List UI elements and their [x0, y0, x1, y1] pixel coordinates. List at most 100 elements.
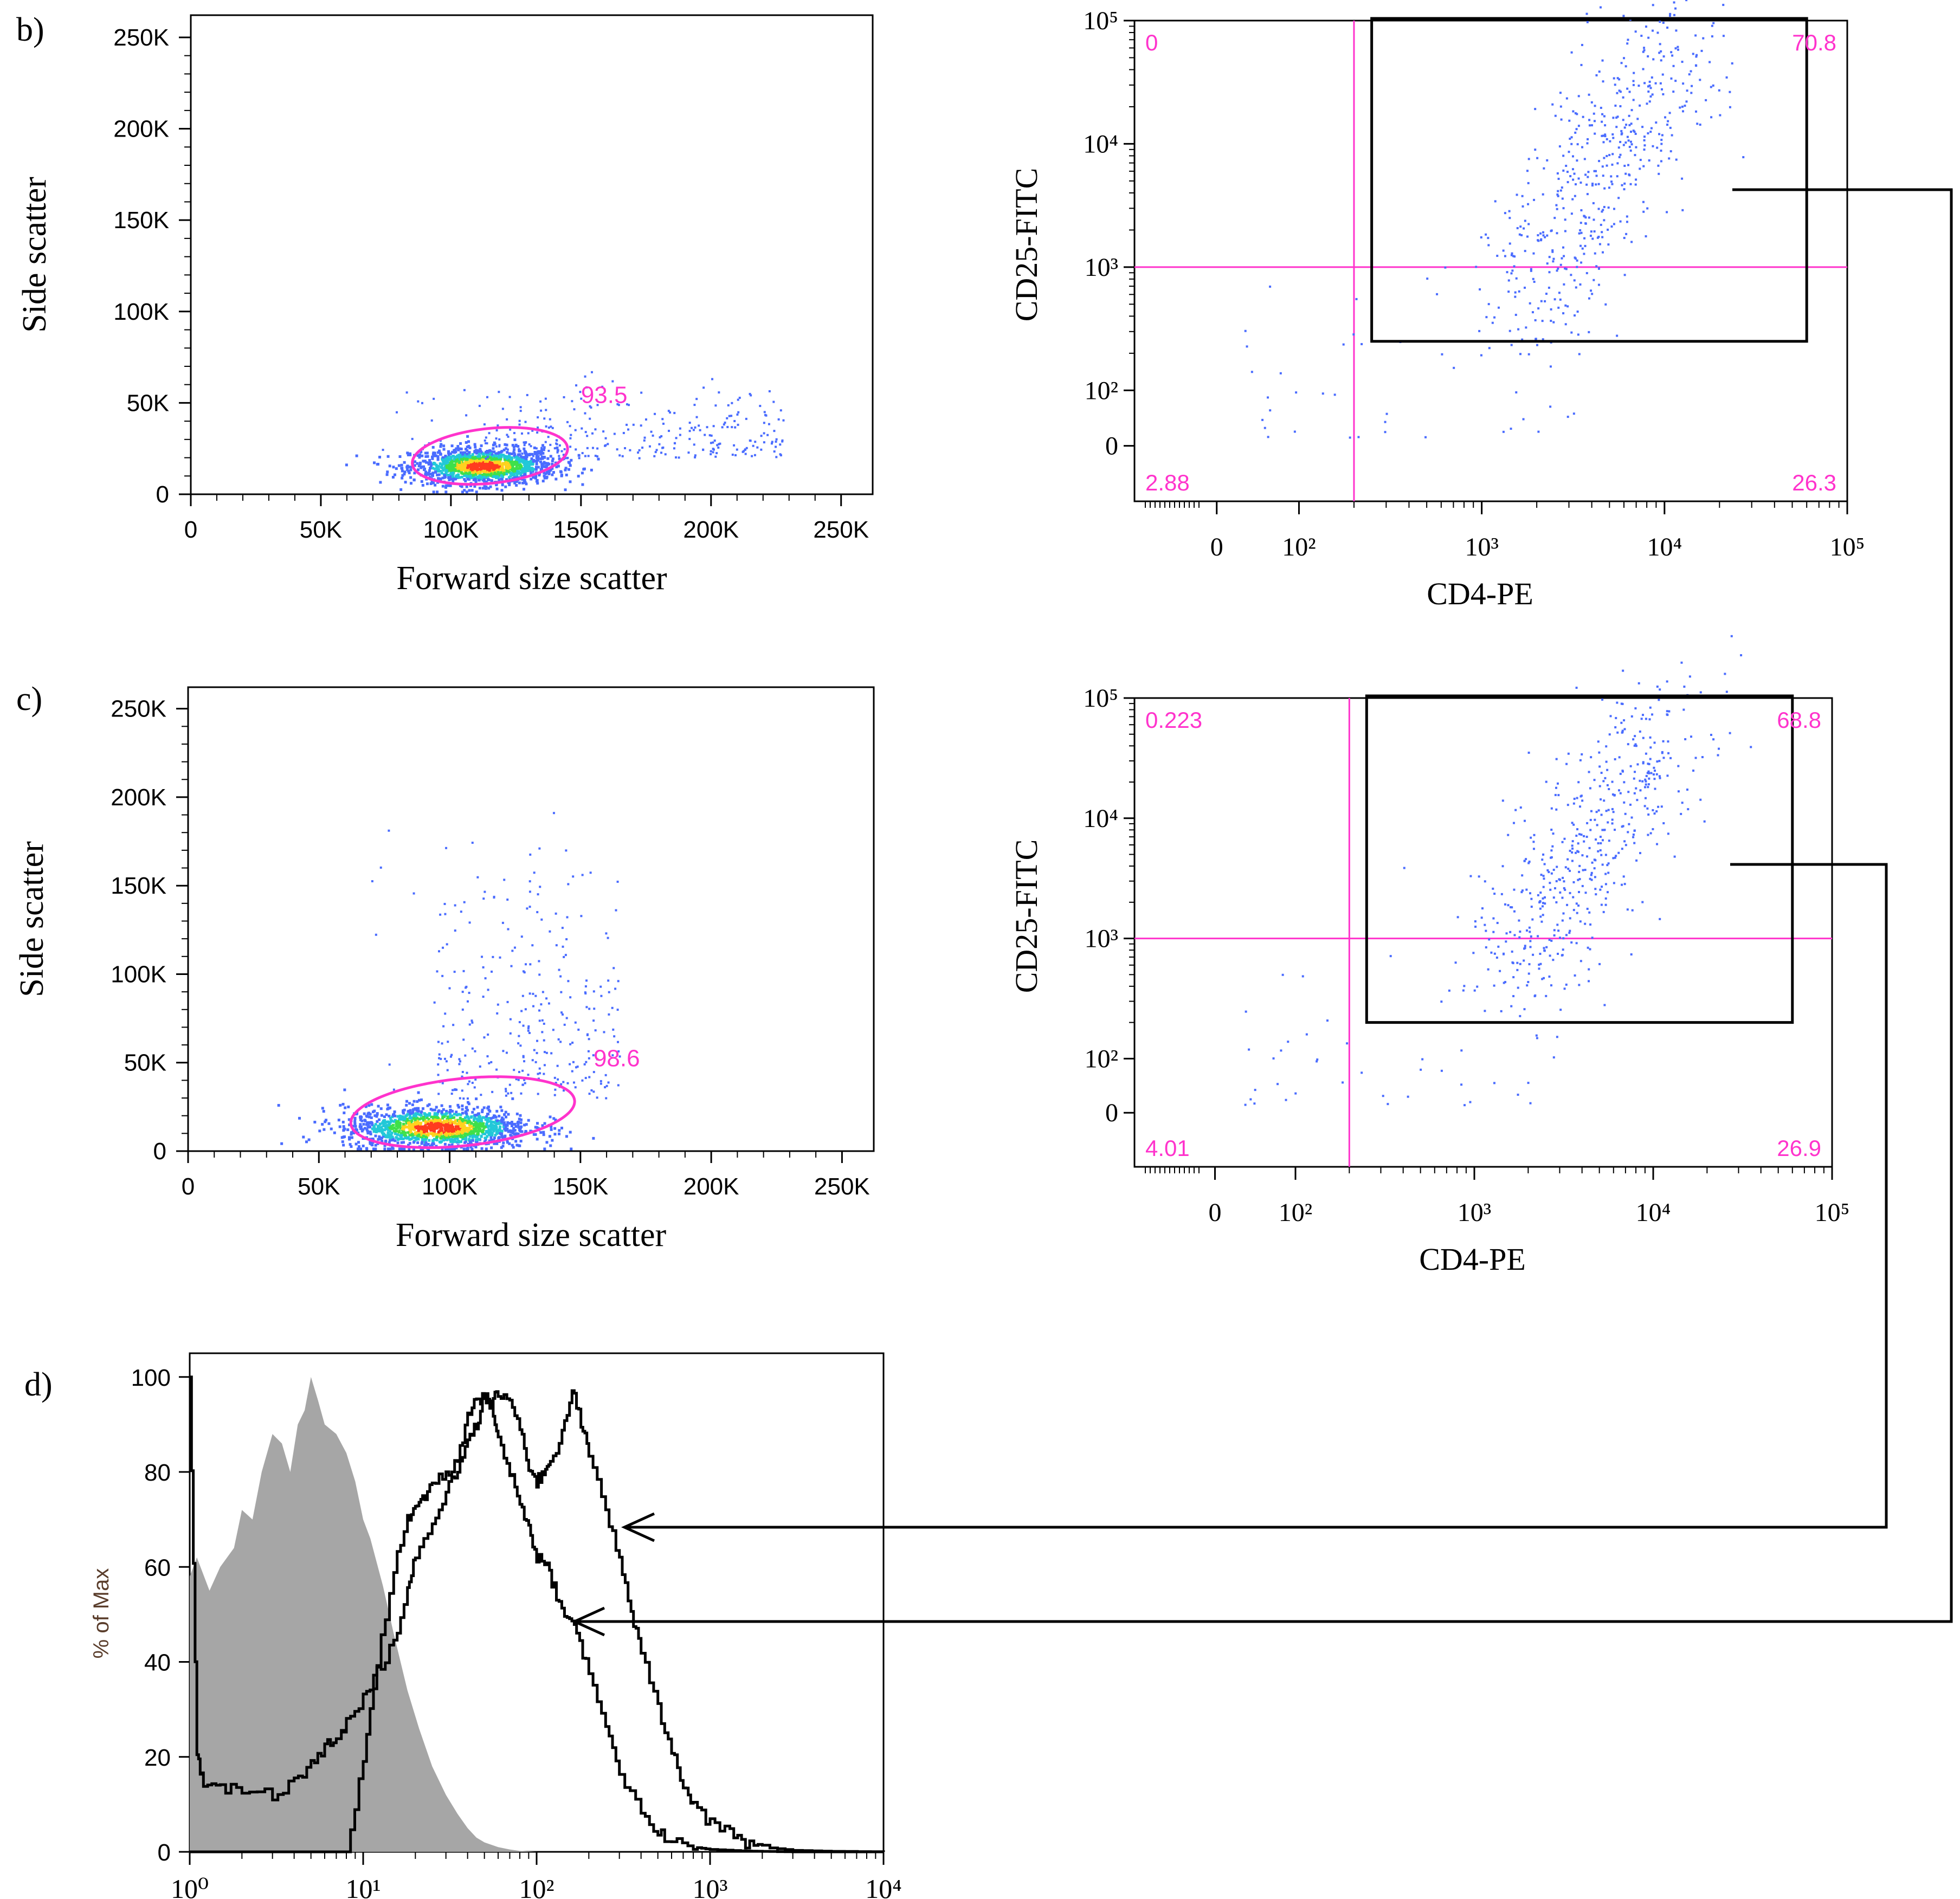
event-dot [775, 456, 778, 458]
event-dot [1662, 757, 1665, 759]
event-dot [420, 1127, 423, 1130]
event-dot [385, 1113, 388, 1116]
event-dot [484, 1136, 487, 1140]
event-dot [513, 946, 516, 949]
event-dot [456, 1128, 459, 1131]
event-dot [486, 1107, 489, 1110]
event-dot [469, 1128, 473, 1132]
event-dot [577, 1028, 580, 1031]
event-dot [365, 1123, 368, 1126]
event-dot [457, 1132, 461, 1135]
event-dot [480, 459, 483, 462]
event-dot [475, 1097, 478, 1101]
event-dot [426, 1104, 429, 1107]
event-dot [427, 473, 430, 476]
event-dot [370, 1122, 373, 1125]
event-dot [1632, 834, 1635, 836]
event-dot [1659, 43, 1661, 46]
event-dot [497, 467, 500, 470]
event-dot [478, 1115, 481, 1118]
event-dot [1618, 756, 1621, 759]
event-dot [1600, 106, 1602, 109]
event-dot [406, 464, 409, 468]
event-dot [469, 1141, 472, 1145]
event-dot [474, 472, 477, 475]
event-dot [468, 1123, 471, 1126]
event-dot [515, 465, 518, 468]
event-dot [403, 470, 407, 474]
event-dot [447, 484, 450, 487]
event-dot [513, 469, 516, 473]
event-dot [555, 944, 558, 947]
event-dot [1535, 338, 1537, 340]
event-dot [1514, 295, 1517, 298]
event-dot [380, 1126, 383, 1129]
event-dot [1621, 184, 1623, 186]
event-dot [1542, 338, 1544, 341]
event-dot [520, 457, 523, 461]
event-dot [449, 1126, 452, 1129]
event-dot [532, 455, 534, 457]
event-dot [1583, 253, 1585, 255]
event-dot [1642, 737, 1645, 739]
event-dot [1545, 780, 1548, 783]
event-dot [749, 392, 751, 395]
event-dot [1660, 59, 1662, 62]
event-dot [1659, 688, 1661, 691]
event-dot [1647, 85, 1649, 88]
event-dot [1532, 848, 1535, 850]
event-dot [362, 1128, 365, 1131]
event-dot [431, 445, 435, 449]
event-dot [342, 1125, 345, 1128]
event-dot [1647, 90, 1650, 93]
event-dot [523, 479, 526, 482]
event-dot [1586, 822, 1589, 824]
event-dot [501, 1120, 504, 1123]
x-tick-label: 10² [1279, 1198, 1312, 1227]
event-dot [452, 469, 455, 472]
event-dot [539, 400, 542, 403]
event-dot [453, 457, 456, 461]
event-dot [599, 985, 602, 988]
event-dot [451, 475, 454, 479]
event-dot [468, 1139, 471, 1142]
event-dot [1246, 345, 1248, 348]
event-dot [1677, 790, 1680, 793]
event-dot [522, 1024, 525, 1027]
event-dot [425, 1129, 428, 1133]
event-dot [660, 451, 663, 454]
event-dot [1688, 73, 1691, 76]
event-dot [594, 428, 597, 431]
event-dot [1639, 167, 1641, 170]
event-dot [1514, 313, 1517, 316]
event-dot [1593, 779, 1596, 781]
event-dot [485, 471, 488, 475]
event-dot [452, 1089, 454, 1091]
event-dot [422, 1115, 425, 1119]
event-dot [368, 1115, 371, 1119]
event-dot [1543, 863, 1546, 865]
event-dot [439, 452, 442, 455]
event-dot [1589, 877, 1591, 880]
event-dot [420, 480, 423, 483]
event-dot [1634, 735, 1636, 738]
event-dot [571, 1041, 574, 1044]
event-dot [1658, 172, 1660, 175]
event-dot [491, 455, 494, 458]
event-dot [1604, 777, 1607, 779]
event-dot [629, 449, 631, 451]
event-dot [1611, 133, 1614, 135]
event-dot [1659, 82, 1662, 85]
event-dot [404, 1134, 408, 1138]
event-dot [675, 437, 678, 440]
event-dot [1581, 753, 1583, 755]
y-tick-label: 100K [111, 961, 166, 987]
event-dot [617, 1050, 620, 1053]
event-dot [479, 1128, 482, 1131]
event-dot [425, 482, 429, 486]
event-dot [644, 418, 647, 421]
event-dot [1456, 916, 1459, 919]
event-dot [1674, 47, 1677, 50]
event-dot [1619, 91, 1622, 93]
event-dot [498, 479, 501, 482]
